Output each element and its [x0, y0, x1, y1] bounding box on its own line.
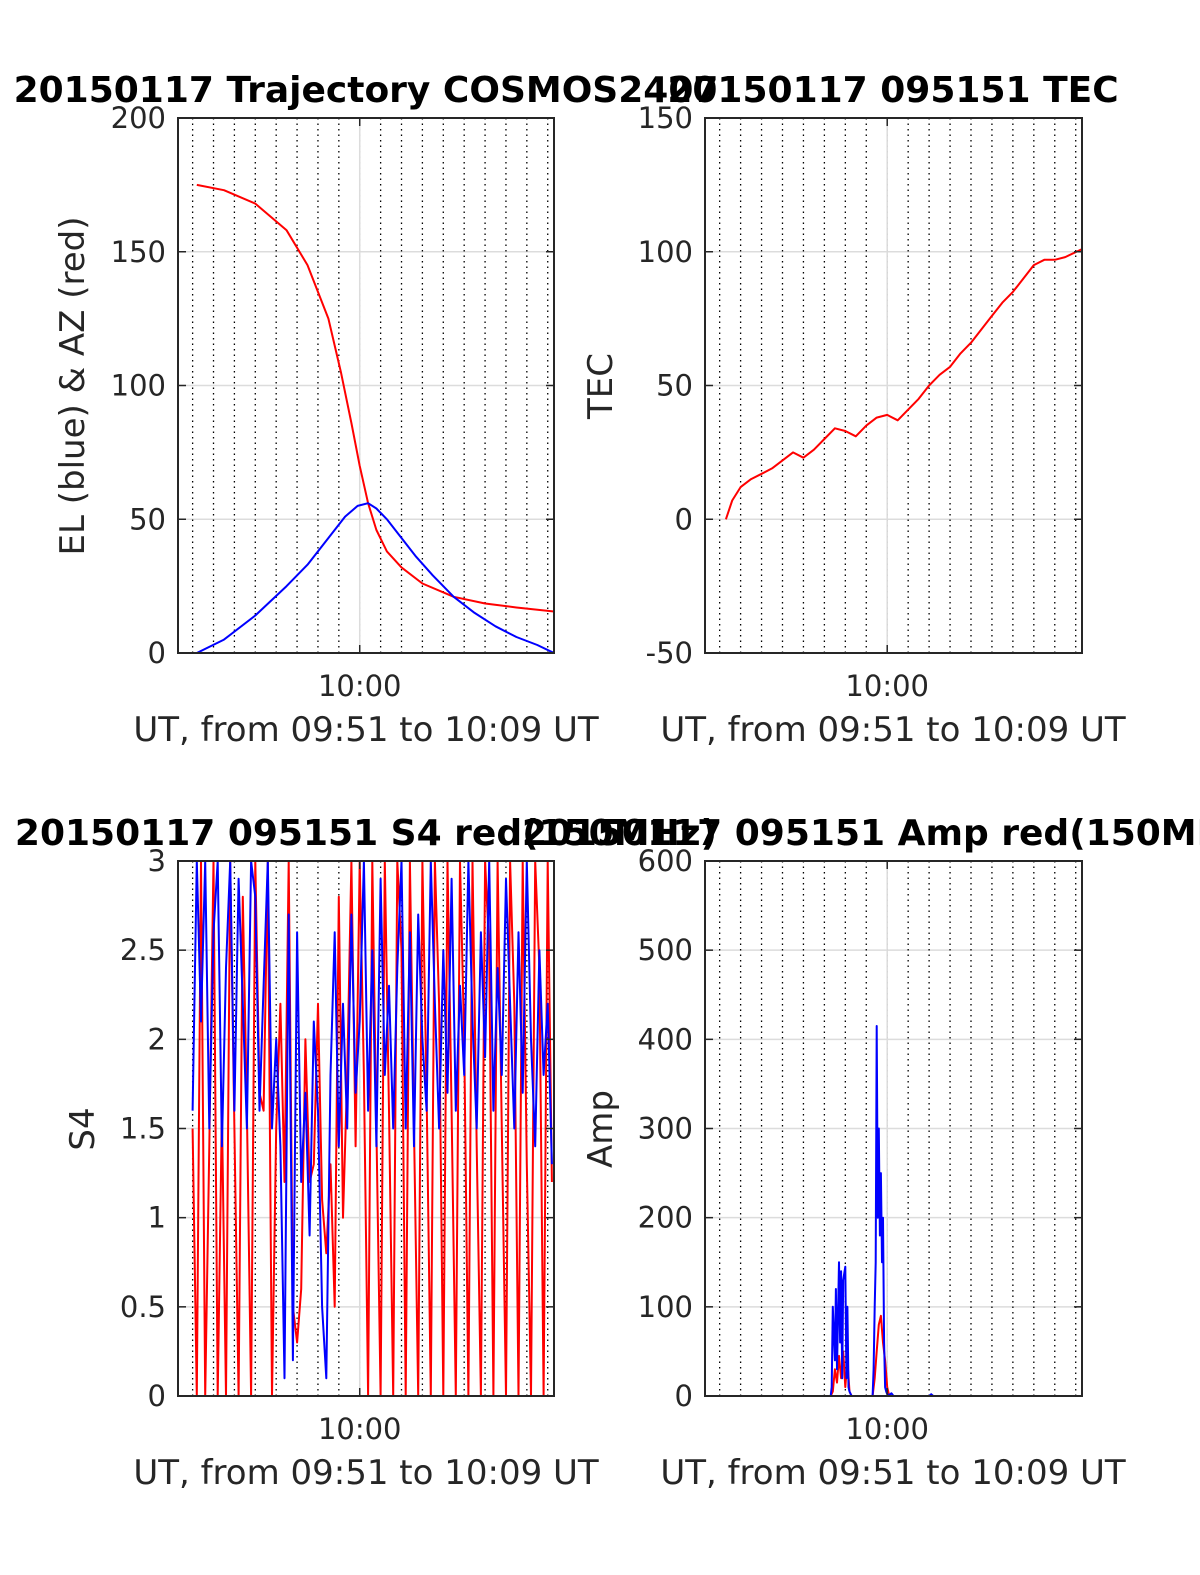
amp-ytick-label: 100 — [638, 1290, 693, 1324]
tec-ytick-label: 150 — [638, 101, 693, 135]
panel-tec: 20150117 095151 TEC UT, from 09:51 to 10… — [581, 70, 1126, 750]
s4-ytick-label: 0 — [148, 1379, 166, 1413]
y-axis-label-amp: Amp — [581, 1090, 621, 1168]
traj-ytick-label: 200 — [111, 101, 166, 135]
s4-ytick-label: 1 — [148, 1201, 166, 1235]
s4-ytick-label: 0.5 — [120, 1290, 166, 1324]
amp-ytick-label: 400 — [638, 1022, 693, 1056]
s4-ytick-label: 2 — [148, 1022, 166, 1056]
s4-ytick-label: 1.5 — [120, 1112, 166, 1146]
amp-ytick-label: 200 — [638, 1201, 693, 1235]
traj-xtick-label: 10:00 — [318, 669, 402, 703]
tec-ytick-label: 0 — [675, 502, 693, 536]
s4-series-line-0 — [191, 861, 553, 1396]
y-axis-label-tec: TEC — [581, 353, 621, 420]
tec-xtick-label: 10:00 — [845, 669, 929, 703]
s4-ytick-label: 3 — [148, 844, 166, 878]
amp-ytick-label: 300 — [638, 1112, 693, 1146]
panel-amp: 20150117 095151 Amp red(150MHz) UT, from… — [522, 813, 1200, 1493]
x-axis-label-amp: UT, from 09:51 to 10:09 UT — [660, 1453, 1126, 1493]
s4-xtick-label: 10:00 — [318, 1412, 402, 1446]
chart-title-amp: 20150117 095151 Amp red(150MHz) — [522, 813, 1200, 854]
tec-ytick-label: 100 — [638, 235, 693, 269]
traj-ytick-label: 150 — [111, 235, 166, 269]
y-axis-label-trajectory: EL (blue) & AZ (red) — [53, 216, 93, 555]
amp-xtick-label: 10:00 — [845, 1412, 929, 1446]
chart-title-tec: 20150117 095151 TEC — [667, 70, 1118, 111]
traj-series-line-0 — [196, 183, 554, 613]
chart-title-trajectory: 20150117 Trajectory COSMOS2407 — [14, 70, 719, 111]
amp-ytick-label: 0 — [675, 1379, 693, 1413]
amp-ytick-label: 600 — [638, 844, 693, 878]
panel-s4: 20150117 095151 S4 red(150MHz) UT, from … — [15, 813, 717, 1493]
traj-ytick-label: 0 — [148, 636, 166, 670]
x-axis-label-trajectory: UT, from 09:51 to 10:09 UT — [133, 710, 599, 750]
x-axis-label-tec: UT, from 09:51 to 10:09 UT — [660, 710, 1126, 750]
tec-series-line-0 — [724, 248, 1082, 520]
traj-ytick-label: 50 — [129, 502, 166, 536]
traj-series-line-1 — [196, 502, 554, 653]
panel-trajectory: 20150117 Trajectory COSMOS2407 UT, from … — [14, 70, 719, 750]
s4-ytick-label: 2.5 — [120, 933, 166, 967]
tec-ytick-label: 50 — [656, 369, 693, 403]
chart-title-s4: 20150117 095151 S4 red(150MHz) — [15, 813, 717, 854]
traj-ytick-label: 100 — [111, 369, 166, 403]
y-axis-label-s4: S4 — [63, 1107, 103, 1150]
amp-ytick-label: 500 — [638, 933, 693, 967]
tec-ytick-label: -50 — [646, 636, 693, 670]
x-axis-label-s4: UT, from 09:51 to 10:09 UT — [133, 1453, 599, 1493]
s4-series-line-1 — [191, 861, 553, 1380]
